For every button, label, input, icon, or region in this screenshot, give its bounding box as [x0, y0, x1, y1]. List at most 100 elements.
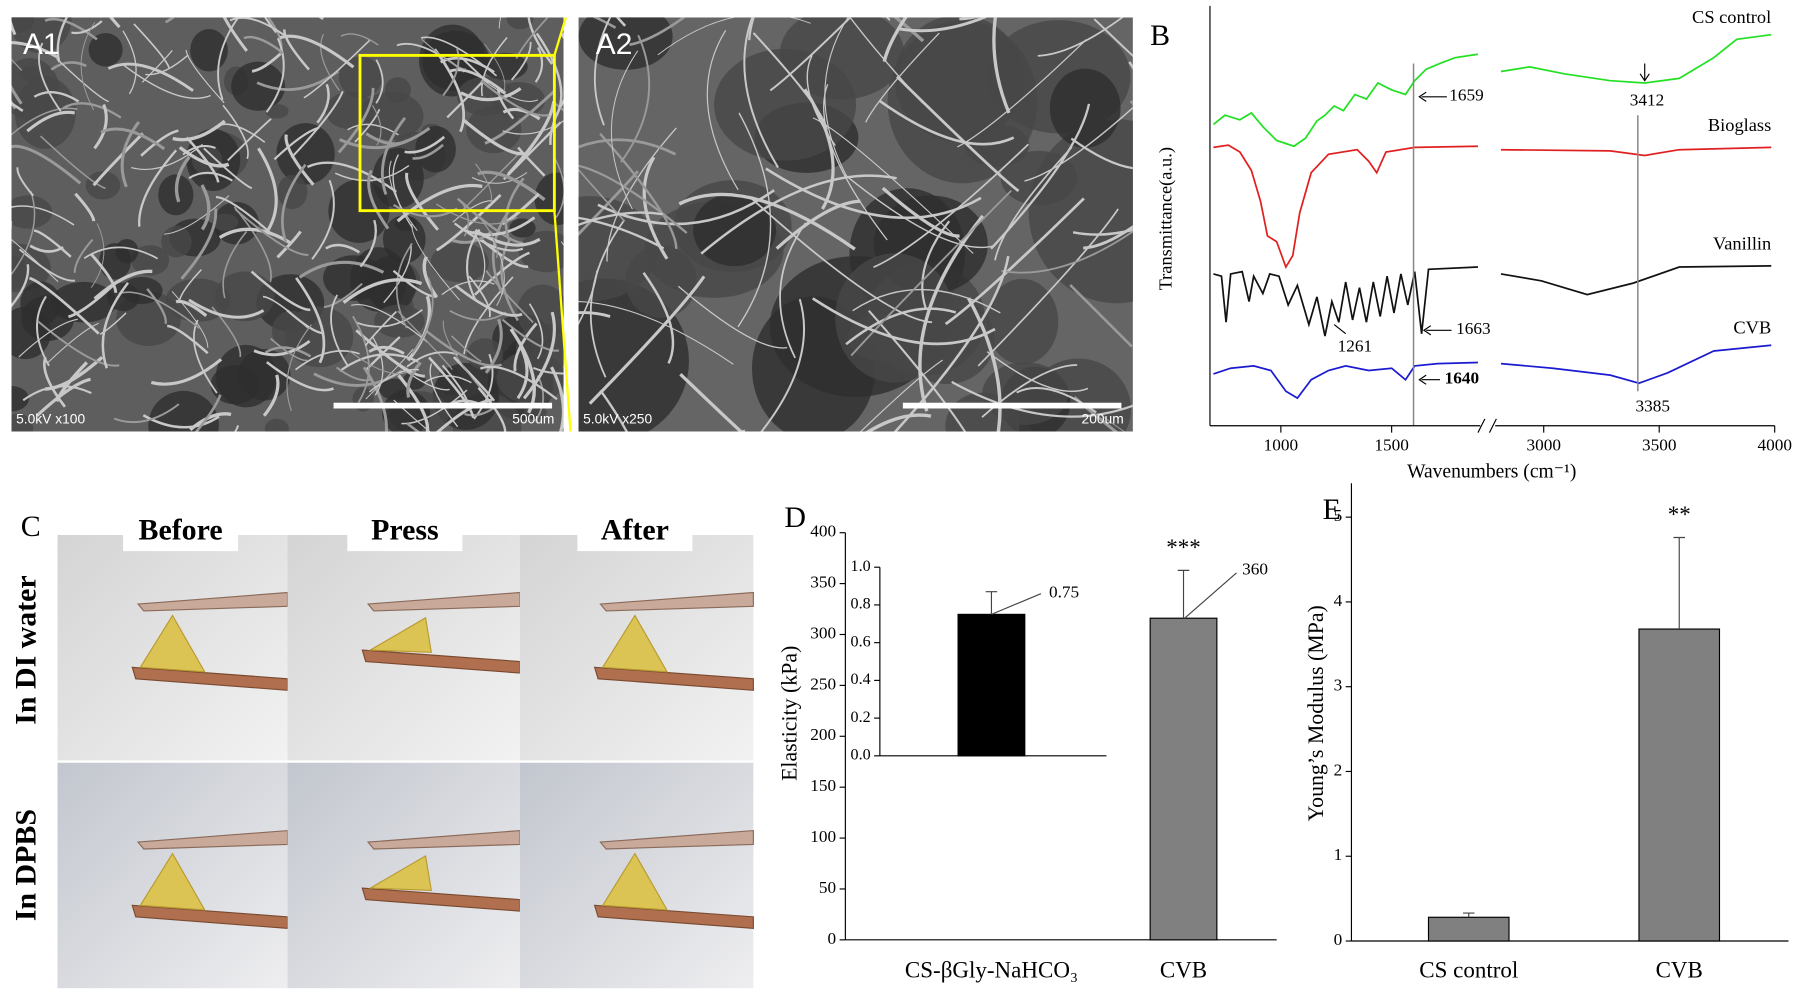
pore-wall [234, 208, 309, 256]
pore-wall [456, 197, 524, 245]
tweezer-arm [593, 904, 754, 929]
pore-wall [349, 350, 408, 375]
pore-wall [37, 320, 120, 367]
pore-wall [251, 52, 282, 73]
pore-wall [535, 32, 563, 117]
pore-wall [483, 43, 506, 92]
tweezer-arm [593, 666, 754, 691]
y-tick-label: 0 [1334, 930, 1343, 949]
pore [945, 392, 1020, 432]
arrow [1639, 63, 1650, 82]
x-tick-label: CS control [1419, 957, 1518, 982]
pore-wall [460, 56, 490, 84]
pore-wall [218, 227, 291, 244]
pore-wall [93, 103, 108, 150]
column-header: Before [139, 514, 223, 547]
arrows [1333, 63, 1650, 385]
pore-wall [215, 195, 274, 236]
annotation: 360 [1242, 560, 1268, 579]
pore-wall [265, 37, 285, 113]
pore [161, 225, 192, 258]
pore-wall [351, 303, 429, 343]
pore-wall [222, 104, 249, 160]
x-tick-label: 1000 [1264, 435, 1299, 454]
panel-label: A1 [23, 28, 60, 61]
x-tick-label: 3000 [1526, 435, 1561, 454]
pore-wall [589, 220, 625, 378]
pore-wall [253, 339, 311, 357]
pore-wall [264, 17, 278, 34]
pore-wall [11, 190, 36, 276]
pore-wall [873, 143, 1029, 269]
pore-wall [550, 366, 564, 432]
pore-wall [479, 365, 558, 401]
leader-line [1184, 572, 1237, 619]
y-tick-label: 4 [1334, 591, 1343, 610]
pore-wall [474, 251, 530, 296]
pore-wall [93, 269, 153, 300]
panel-label: A2 [596, 28, 633, 61]
pore-wall [189, 412, 232, 432]
pore-wall [262, 374, 280, 417]
pore-wall [73, 238, 94, 273]
pore-wall [342, 278, 423, 304]
pore-wall [36, 377, 91, 417]
scale-label: 500um [512, 412, 554, 427]
pore-wall [383, 243, 412, 304]
y-axis-label: Transmittance(a.u.) [1156, 147, 1177, 290]
pore-wall [28, 276, 100, 335]
pore-wall [812, 117, 974, 254]
pore [215, 344, 277, 408]
pore-wall [700, 174, 897, 255]
pore-wall [284, 134, 315, 186]
sem-info: 5.0kV x100 [16, 412, 85, 427]
pore-wall [412, 143, 444, 160]
x-tick-label: CVB [1656, 957, 1703, 982]
pore-wall [578, 216, 665, 250]
pore-wall [118, 291, 201, 330]
pore-wall [620, 34, 651, 163]
pore-wall [442, 48, 460, 96]
pore-wall [40, 135, 106, 190]
annotation: 1640 [1445, 369, 1480, 388]
y-tick-label: 5 [1334, 506, 1343, 525]
pore-wall [811, 297, 996, 346]
pore-wall [99, 312, 127, 335]
pore-wall [534, 47, 544, 83]
pore-wall [1093, 18, 1133, 58]
pore-wall [420, 36, 498, 77]
sample [601, 614, 669, 673]
annotation: 3412 [1630, 90, 1665, 109]
pore-wall [131, 143, 203, 171]
pore-wall [101, 282, 130, 369]
pore-wall [381, 351, 450, 391]
pore-wall [642, 156, 669, 260]
pore-wall [957, 38, 1087, 148]
pore [517, 284, 564, 340]
pore-wall [180, 208, 218, 280]
pore [99, 243, 132, 280]
pore-wall [480, 79, 550, 117]
pore-wall [172, 119, 226, 142]
pore-wall [446, 80, 484, 119]
y-tick-label: 250 [810, 674, 836, 693]
x-tick-label: 4000 [1757, 435, 1792, 454]
pore-wall [706, 29, 739, 191]
pore [1000, 150, 1078, 206]
y-tick-label: 0.2 [851, 709, 871, 726]
pore [11, 413, 34, 432]
pore-wall [896, 17, 988, 33]
pore-wall [435, 193, 502, 252]
pore [894, 17, 1024, 142]
pore [384, 77, 411, 103]
pore-wall [498, 17, 502, 29]
y-tick-label: 350 [810, 573, 836, 592]
pore-wall [852, 288, 1001, 314]
legend-label: CVB [1733, 317, 1771, 337]
pore-wall [460, 87, 522, 102]
pore [1049, 68, 1121, 148]
pore-wall [281, 163, 307, 243]
sem-image [578, 17, 1133, 432]
pore-wall [850, 189, 1012, 357]
